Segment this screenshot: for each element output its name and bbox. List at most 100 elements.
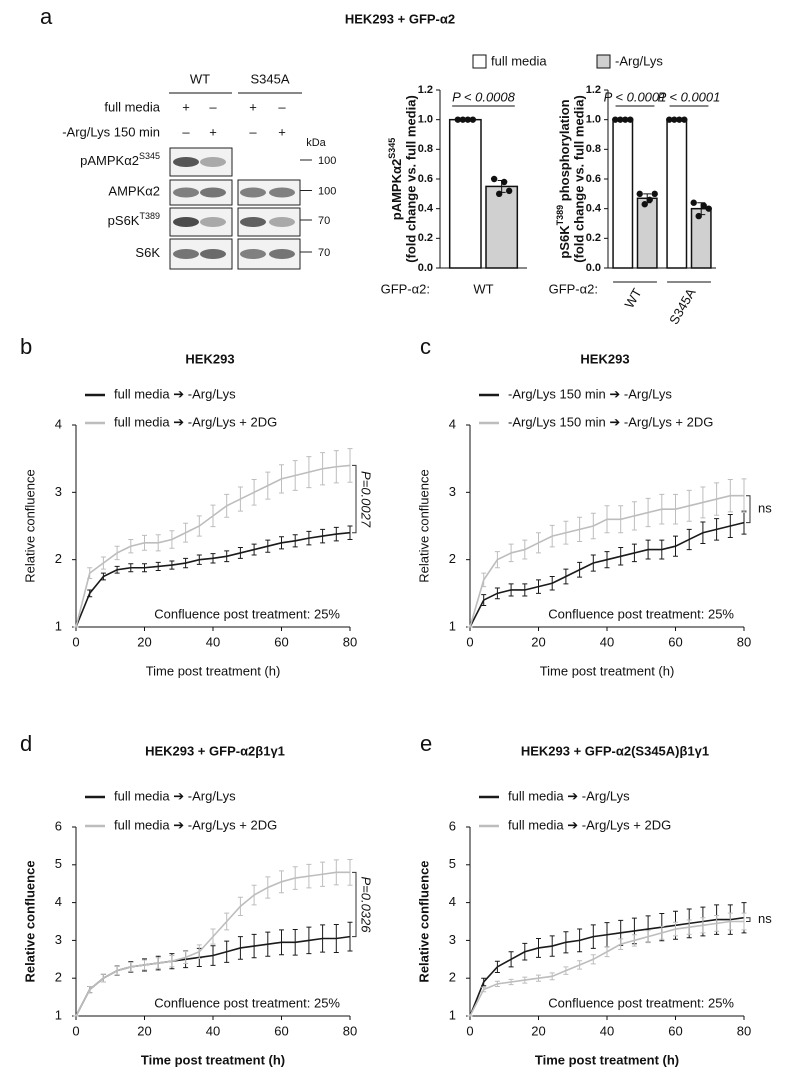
data-line: [469, 494, 744, 628]
x-tick-label: 60: [668, 634, 682, 649]
x-tick-label: 60: [274, 1023, 288, 1038]
y-axis-label: Relative confluence: [22, 860, 37, 982]
bar: [448, 118, 482, 269]
band: [200, 157, 226, 167]
y-tick-label: 5: [449, 856, 456, 871]
band: [240, 217, 266, 227]
x-axis-label: Time post treatment (h): [540, 663, 675, 678]
band: [173, 217, 199, 227]
data-point: [617, 116, 624, 123]
y-axis-label: (fold change vs. full media): [571, 95, 586, 263]
band: [269, 187, 295, 198]
significance-label: P < 0.0001: [658, 89, 721, 104]
x-tick-label: 80: [343, 1023, 357, 1038]
x-tick-label: 0: [466, 634, 473, 649]
band: [240, 187, 266, 198]
condition-sign: –: [249, 124, 257, 139]
data-point: [469, 116, 477, 123]
y-tick-label: 1: [55, 618, 62, 633]
panel-label: e: [420, 731, 432, 756]
protein-site: T389: [139, 211, 160, 221]
y-tick-label: 0.6: [586, 173, 601, 185]
x-tick-label: 40: [206, 1023, 220, 1038]
protein-label: pAMPKα2S345: [80, 151, 160, 168]
panel-label: d: [20, 731, 32, 756]
y-tick-label: 0.6: [418, 173, 433, 185]
band: [240, 249, 266, 259]
y-tick-label: 2: [449, 970, 456, 985]
marker-label: 100: [318, 155, 336, 167]
chart-title: HEK293 + GFP-α2β1γ1: [145, 743, 285, 758]
condition-sign: –: [278, 99, 286, 114]
data-point: [676, 116, 683, 123]
x-tick-label: 20: [137, 634, 151, 649]
y-tick-label: 0.4: [418, 203, 434, 215]
bracket: [746, 495, 751, 524]
group-label: WT: [190, 71, 210, 86]
data-line: [75, 871, 350, 1017]
protein-label: pS6KT389: [108, 211, 160, 228]
panel-label: b: [20, 334, 32, 359]
x-tick-label: WT: [621, 286, 644, 311]
y-tick-label: 1.0: [418, 114, 433, 126]
note: Confluence post treatment: 25%: [154, 995, 340, 1010]
y-axis-label: Relative confluence: [416, 469, 431, 582]
y-axis-label: Relative confluence: [416, 860, 431, 982]
y-tick-label: 0.0: [418, 262, 433, 274]
annotation: ns: [758, 501, 772, 516]
y-label-main: pAMPKα2: [389, 159, 404, 220]
protein-label: S6K: [135, 245, 160, 260]
data-point: [636, 190, 643, 198]
legend-label: full media ➔ -Arg/Lys: [114, 386, 236, 401]
y-tick-label: 1.2: [586, 84, 601, 96]
chart-title: HEK293: [580, 351, 629, 366]
data-line: [469, 920, 744, 1017]
note: Confluence post treatment: 25%: [154, 606, 340, 621]
y-tick-label: 3: [449, 932, 456, 947]
condition-sign: +: [209, 124, 217, 139]
y-tick-label: 3: [449, 484, 456, 499]
data-line: [469, 521, 745, 628]
x-prefix: GFP-α2:: [549, 281, 598, 296]
band: [269, 217, 295, 227]
y-tick-label: 6: [55, 818, 62, 833]
panel-label: c: [420, 334, 431, 359]
band: [173, 249, 199, 259]
note: Confluence post treatment: 25%: [548, 606, 734, 621]
annotation: P=0.0027: [359, 471, 374, 528]
significance-label: P < 0.0001: [604, 89, 667, 104]
annotation: P=0.0326: [359, 876, 374, 933]
bracket: [746, 917, 751, 922]
condition-label: full media: [104, 99, 160, 114]
data-point: [622, 116, 629, 123]
chart-title: HEK293 + GFP-α2(S345A)β1γ1: [521, 743, 709, 758]
x-tick-label: 60: [274, 634, 288, 649]
significance-label: P < 0.0008: [452, 89, 516, 104]
bracket: [352, 464, 357, 534]
y-tick-label: 1: [449, 618, 456, 633]
y-tick-label: 5: [55, 856, 62, 871]
protein-name: pS6K: [108, 213, 140, 228]
x-tick-label: 40: [600, 634, 614, 649]
protein-site: S345: [139, 151, 160, 161]
data-point: [612, 116, 619, 123]
unit-label: kDa: [306, 137, 326, 149]
band: [173, 157, 199, 167]
y-axis-label: (fold change vs. full media): [403, 95, 418, 263]
data-point: [454, 116, 462, 123]
annotation: ns: [758, 911, 772, 926]
protein-name: AMPKα2: [108, 184, 160, 199]
marker-label: 70: [318, 247, 330, 259]
group-label: S345A: [250, 71, 289, 86]
data-point: [666, 116, 673, 123]
bar: [612, 118, 634, 269]
x-tick-label: 80: [737, 1023, 751, 1038]
y-tick-label: 1.2: [418, 84, 433, 96]
data-point: [500, 178, 508, 186]
data-point: [459, 116, 467, 123]
x-tick-label: S345A: [666, 285, 699, 327]
y-axis-label: Relative confluence: [22, 469, 37, 582]
protein-name: S6K: [135, 245, 160, 260]
legend-label: full media ➔ -Arg/Lys + 2DG: [508, 817, 671, 832]
legend-label: full media ➔ -Arg/Lys: [114, 788, 236, 803]
